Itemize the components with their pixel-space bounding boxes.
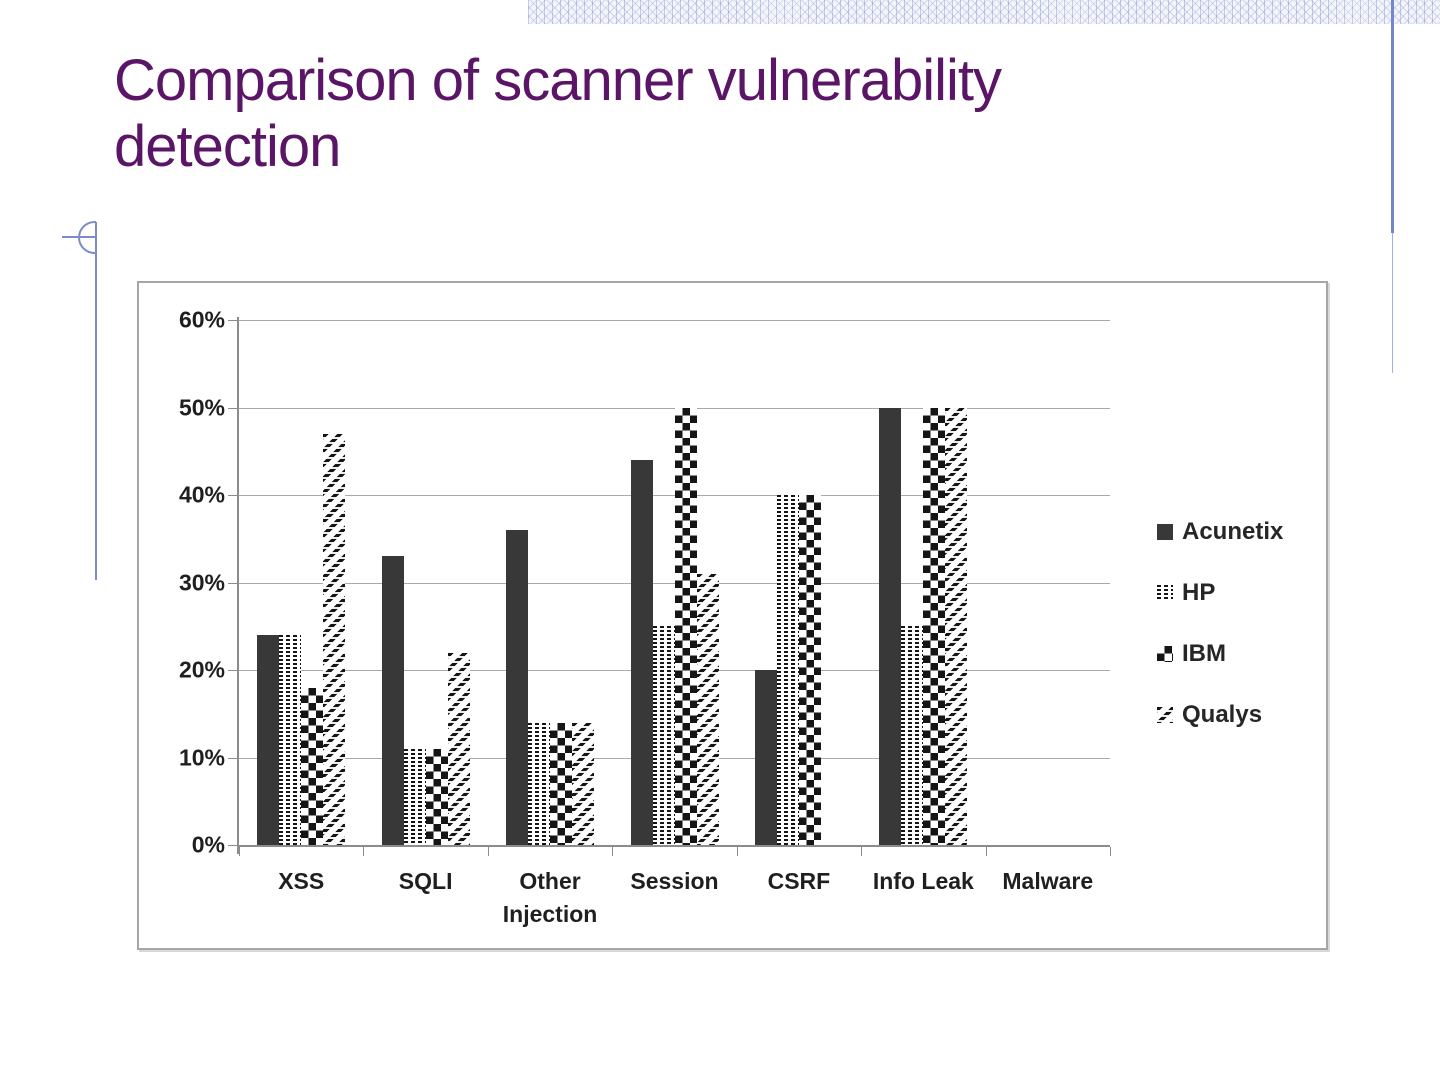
x-axis-label: Info Leak (872, 868, 974, 894)
top-lattice-band (528, 0, 1440, 24)
legend-item-ibm: IBM (1157, 640, 1283, 668)
y-axis-label: 30% (178, 569, 225, 595)
legend-label: HP (1182, 579, 1216, 606)
bar-acunetix-4 (754, 670, 777, 845)
y-axis-tick (228, 582, 239, 584)
bar-ibm-5 (923, 407, 946, 845)
y-axis-tick (228, 757, 239, 759)
legend-label: Acunetix (1182, 518, 1284, 545)
gridline (239, 320, 1110, 321)
right-accent-line-thin (1392, 233, 1393, 373)
x-axis-label: Session (630, 868, 719, 894)
y-axis-tick (228, 845, 239, 846)
bar-ibm-1 (425, 748, 448, 845)
y-axis-tick (228, 320, 239, 321)
bar-hp-1 (403, 748, 426, 845)
left-accent-line (95, 222, 97, 580)
x-axis-tick (487, 847, 489, 856)
y-axis-label: 10% (178, 744, 225, 770)
x-axis-line (239, 845, 1110, 847)
y-axis-label: 50% (178, 394, 225, 420)
bar-hp-3 (652, 626, 675, 845)
bar-acunetix-0 (257, 635, 280, 845)
bar-acunetix-1 (381, 556, 404, 845)
bar-hp-0 (279, 635, 302, 845)
x-axis-label: Malware (1002, 868, 1094, 894)
plot-area: 60% 50% 40% 30% 20% 10% 0% XSS SQLI Other Injecti… (179, 307, 1111, 927)
bar-hp-2 (528, 722, 551, 845)
bar-qualys-3 (696, 573, 719, 845)
chart-legend: Acunetix HP IBM Qualys (1157, 518, 1283, 729)
left-halfcircle-ornament (78, 221, 96, 254)
x-axis-label: XSS (278, 868, 325, 894)
right-accent-line (1391, 0, 1394, 233)
y-axis-tick (228, 670, 239, 671)
bar-qualys-0 (323, 433, 346, 845)
bar-ibm-2 (550, 722, 573, 845)
bar-ibm-3 (674, 407, 697, 845)
y-axis-tick (228, 495, 239, 496)
bar-ibm-0 (301, 687, 324, 845)
x-axis-tick (736, 847, 738, 856)
bar-acunetix-5 (879, 407, 902, 845)
x-axis-label: SQLI (398, 868, 453, 894)
qualys-swatch-icon (1157, 707, 1173, 723)
bar-qualys-5 (945, 407, 968, 845)
bar-qualys-2 (572, 722, 595, 845)
x-axis-tick (985, 847, 987, 856)
bar-ibm-4 (798, 495, 821, 845)
bar-qualys-1 (447, 652, 470, 845)
x-axis-label: Other Injection (502, 868, 598, 927)
ibm-swatch-icon (1157, 646, 1173, 662)
y-axis-label: 40% (178, 481, 225, 508)
y-axis-label: 0% (191, 831, 225, 858)
x-axis-tick (861, 847, 863, 856)
legend-label: IBM (1182, 640, 1226, 667)
legend-label: Qualys (1182, 701, 1263, 728)
legend-item-qualys: Qualys (1157, 701, 1283, 729)
y-axis-label: 20% (178, 656, 225, 683)
bar-hp-4 (776, 495, 799, 845)
chart-container: 60% 50% 40% 30% 20% 10% 0% XSS SQLI Other Injecti… (137, 281, 1328, 950)
slide-title: Comparison of scanner vulnerability dete… (114, 48, 1002, 179)
bar-acunetix-3 (630, 460, 653, 845)
x-axis-label: CSRF (767, 868, 831, 894)
x-axis-tick (1110, 847, 1111, 856)
acunetix-swatch-icon (1157, 524, 1173, 540)
x-axis-tick (612, 847, 614, 856)
legend-item-acunetix: Acunetix (1157, 518, 1283, 546)
y-axis-label: 60% (178, 306, 225, 333)
x-axis-tick (239, 847, 240, 856)
y-axis-tick (228, 407, 239, 409)
bar-hp-5 (901, 626, 924, 845)
bar-acunetix-2 (506, 530, 529, 845)
y-axis-line (237, 317, 239, 854)
legend-item-hp: HP (1157, 579, 1283, 607)
x-axis-tick (363, 847, 365, 856)
hp-swatch-icon (1157, 585, 1173, 601)
